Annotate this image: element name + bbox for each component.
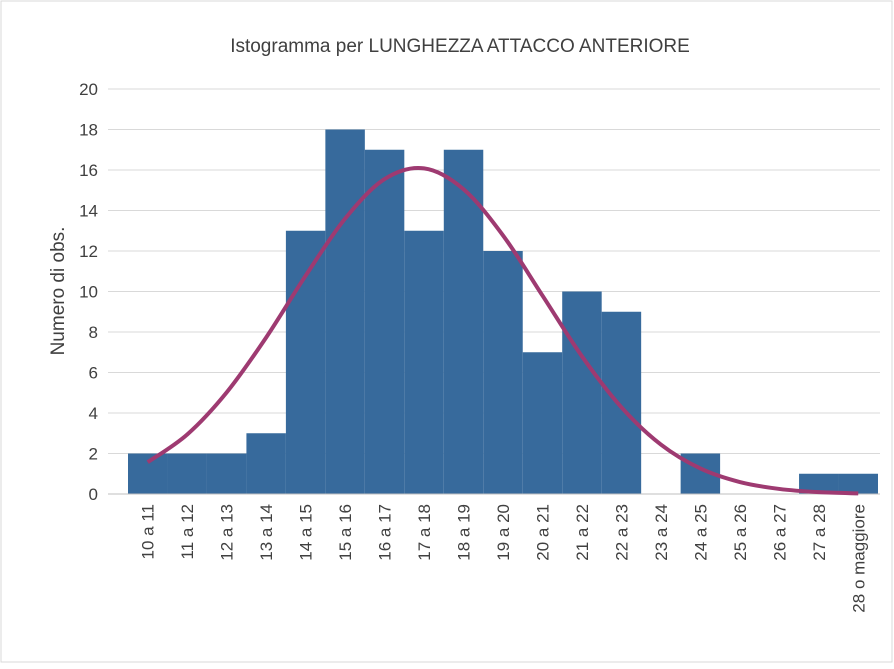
x-tick-label: 24 a 25 bbox=[691, 504, 710, 561]
bar bbox=[206, 453, 247, 494]
x-tick-label: 21 a 22 bbox=[573, 504, 592, 561]
x-tick-label: 23 a 24 bbox=[652, 504, 671, 561]
fit-curve bbox=[146, 166, 859, 496]
x-tick-label: 10 a 11 bbox=[139, 504, 158, 559]
bar bbox=[246, 433, 286, 494]
chart-title: Istogramma per LUNGHEZZA ATTACCO ANTERIO… bbox=[230, 36, 690, 57]
x-tick-label: 12 a 13 bbox=[218, 504, 237, 561]
bar bbox=[483, 251, 523, 494]
y-tick-label: 10 bbox=[79, 283, 98, 302]
y-tick-label: 4 bbox=[89, 404, 98, 423]
y-tick-label: 12 bbox=[79, 242, 98, 261]
y-axis-label: Numero di obs. bbox=[48, 227, 69, 356]
bar bbox=[285, 230, 326, 494]
x-tick-label: 16 a 17 bbox=[376, 504, 395, 561]
bar bbox=[443, 149, 484, 494]
bar bbox=[838, 473, 878, 494]
y-tick-label: 18 bbox=[79, 121, 98, 140]
x-tick-label: 18 a 19 bbox=[455, 504, 474, 561]
bar bbox=[364, 149, 405, 494]
x-tick-label: 28 o maggiore bbox=[849, 504, 868, 613]
bar bbox=[325, 129, 365, 494]
bar bbox=[601, 311, 642, 494]
x-tick-label: 26 a 27 bbox=[770, 504, 789, 561]
x-tick-label: 25 a 26 bbox=[731, 504, 750, 561]
bar bbox=[522, 352, 563, 494]
x-tick-label: 22 a 23 bbox=[612, 504, 631, 561]
bar bbox=[799, 473, 839, 494]
y-tick-label: 2 bbox=[89, 445, 98, 464]
bar bbox=[562, 291, 602, 494]
x-tick-label: 27 a 28 bbox=[810, 504, 829, 561]
x-tick-label: 20 a 21 bbox=[533, 504, 552, 561]
y-tick-label: 0 bbox=[89, 485, 98, 504]
y-tick-label: 6 bbox=[89, 364, 98, 383]
x-tick-label: 13 a 14 bbox=[257, 504, 276, 561]
y-tick-label: 8 bbox=[89, 323, 98, 342]
x-tick-label: 17 a 18 bbox=[415, 504, 434, 561]
y-tick-label: 14 bbox=[79, 202, 98, 221]
y-tick-label: 20 bbox=[79, 80, 98, 99]
y-tick-label: 16 bbox=[79, 161, 98, 180]
bar bbox=[128, 453, 168, 494]
x-tick-label: 15 a 16 bbox=[336, 504, 355, 561]
bar bbox=[167, 453, 207, 494]
x-tick-label: 14 a 15 bbox=[297, 504, 316, 561]
x-tick-label: 19 a 20 bbox=[494, 504, 513, 561]
x-tick-label: 11 a 12 bbox=[178, 504, 197, 559]
bar bbox=[404, 230, 444, 494]
